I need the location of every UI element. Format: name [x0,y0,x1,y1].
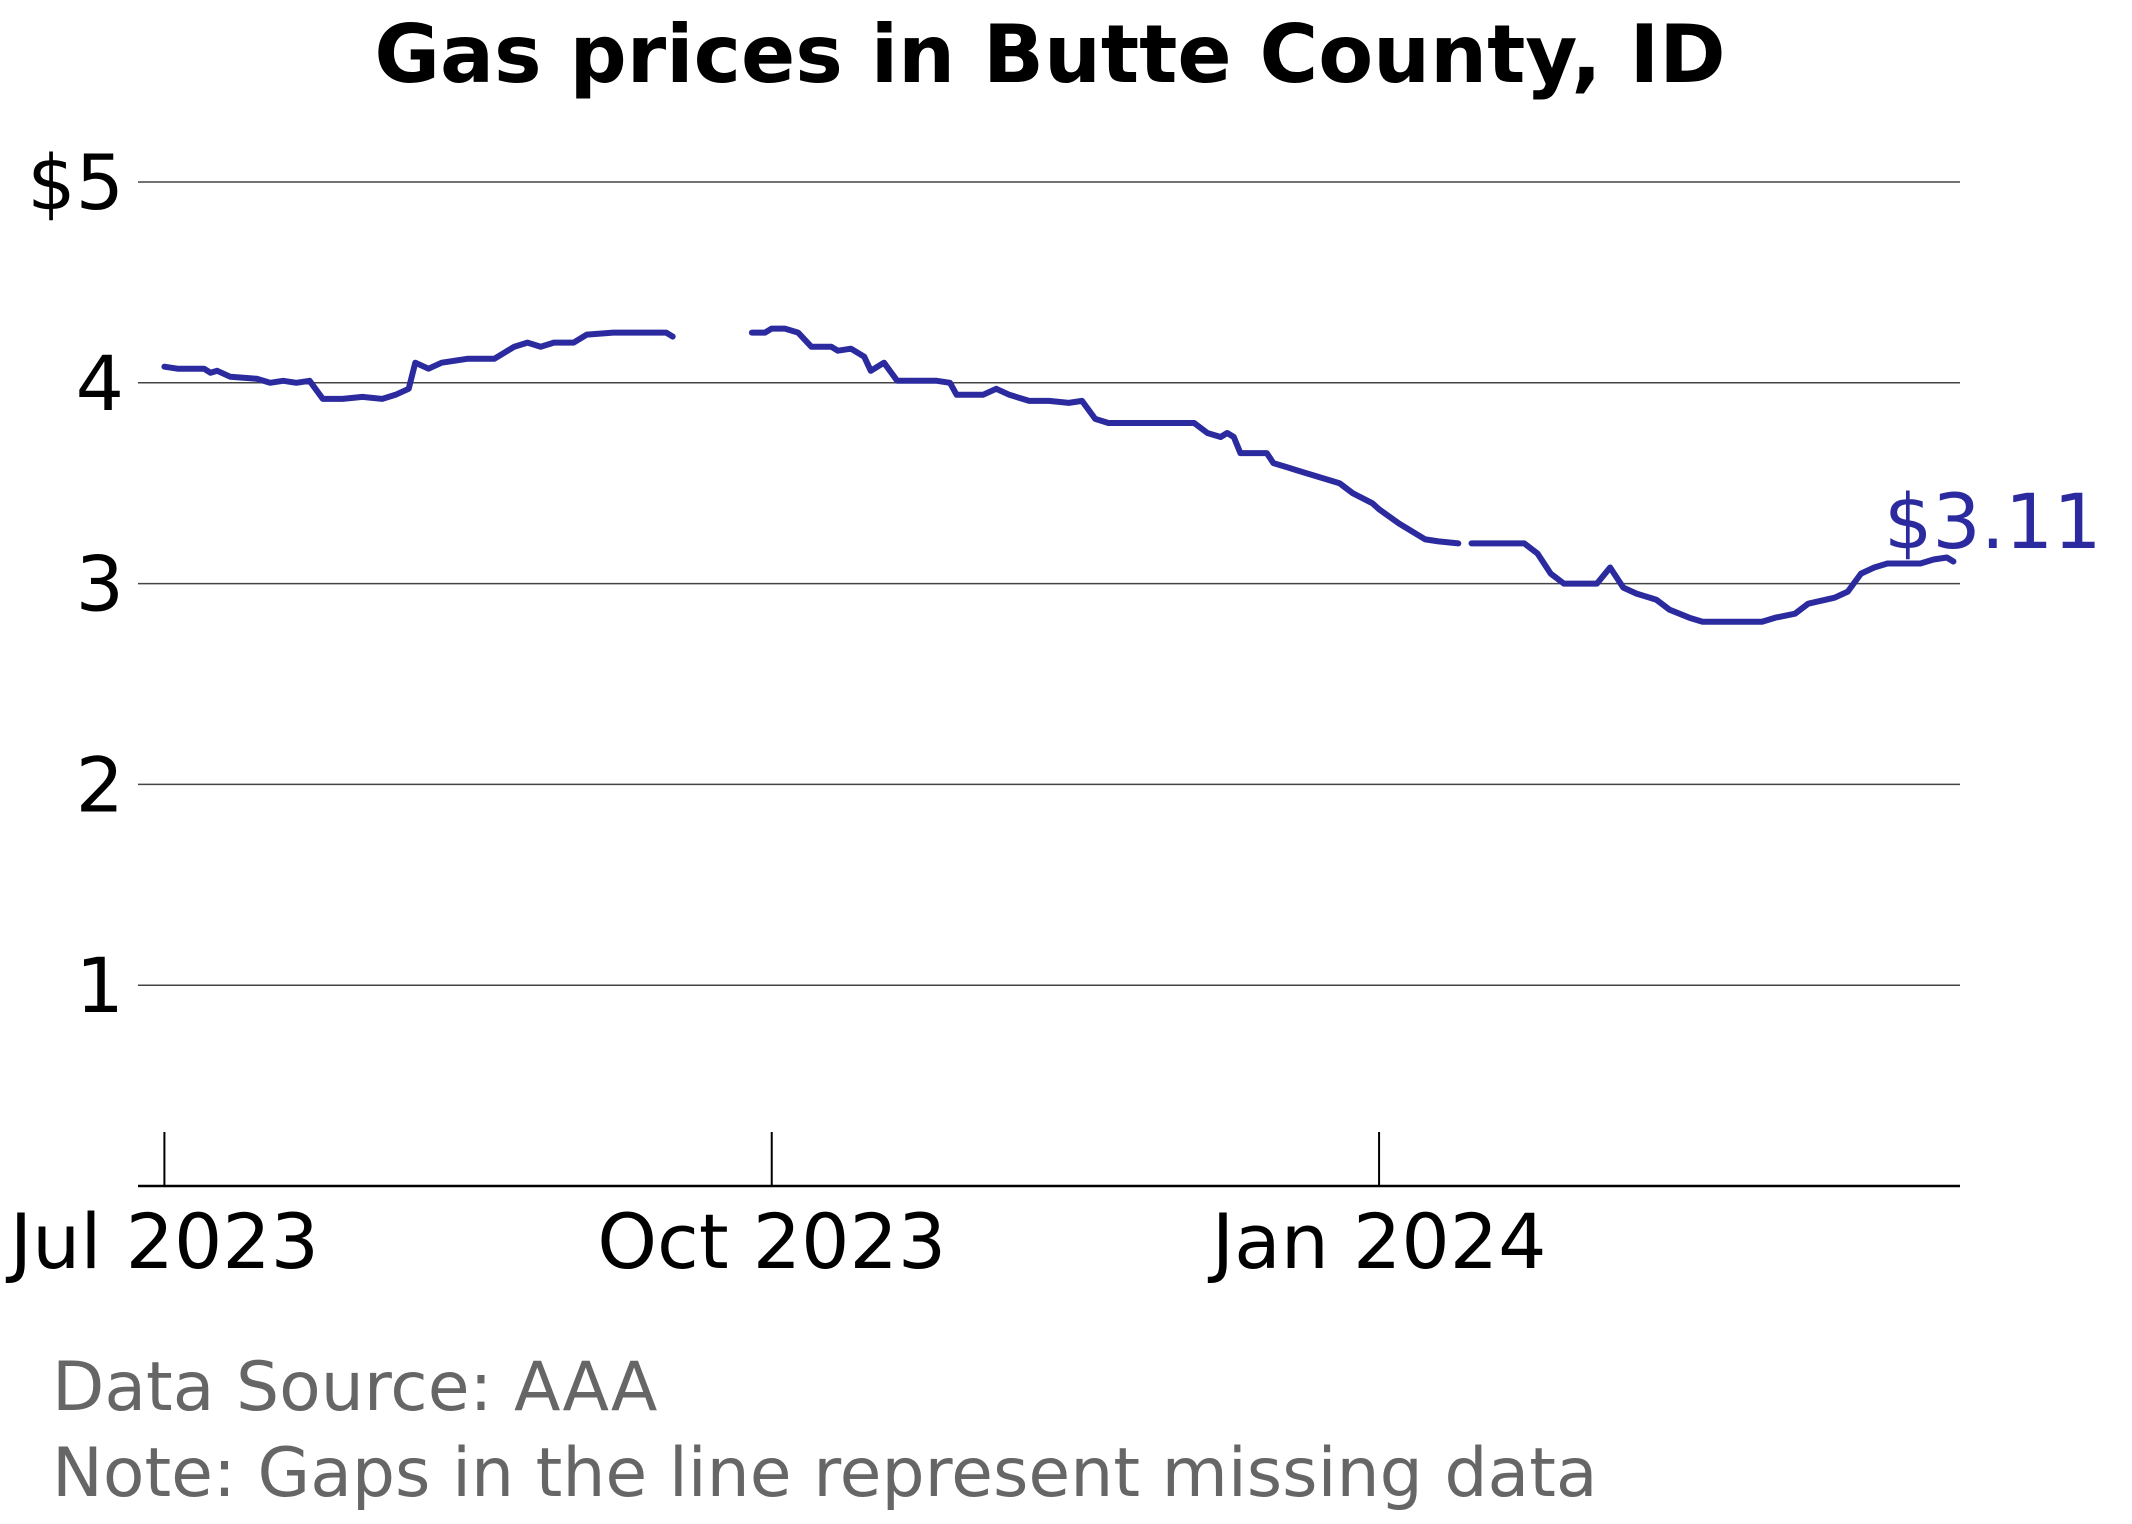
price-line-segment [1468,540,1957,625]
price-line-segment [748,325,1462,547]
data-source-note: Data Source: AAA [52,1348,657,1427]
y-tick-label: $5 [27,138,124,227]
y-tick-label: 2 [76,740,124,829]
y-tick-label: 1 [76,941,124,1030]
price-line-segment [161,329,676,402]
price-line-series [161,325,1957,625]
y-axis-ticks: $5 4 3 2 1 [27,138,124,1030]
gridlines [138,181,1960,986]
y-tick-label: 3 [76,540,124,629]
x-axis-ticks: Jul 2023 Oct 2023 Jan 2024 [6,1132,1547,1286]
y-tick-label: 4 [76,339,124,428]
x-tick-label: Jul 2023 [6,1197,319,1286]
missing-data-note: Note: Gaps in the line represent missing… [52,1434,1598,1513]
x-tick-label: Oct 2023 [597,1197,946,1286]
x-tick-label: Jan 2024 [1208,1197,1547,1286]
chart-title: Gas prices in Butte County, ID [374,8,1725,101]
latest-price-label: $3.11 [1884,477,2102,566]
